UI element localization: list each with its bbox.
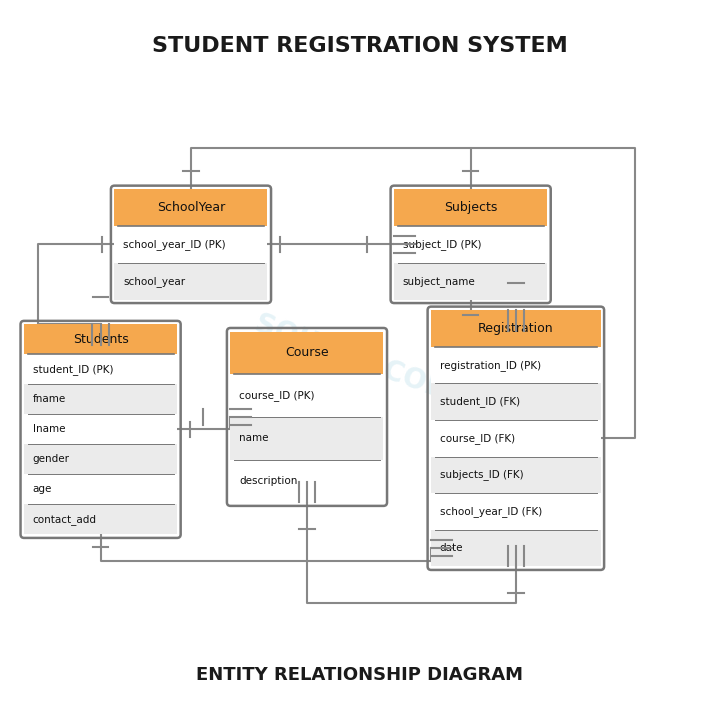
- Text: school_year_ID (PK): school_year_ID (PK): [123, 239, 225, 250]
- Bar: [114, 189, 268, 226]
- Text: Subjects: Subjects: [444, 201, 498, 214]
- Bar: [431, 420, 600, 456]
- Bar: [230, 374, 384, 417]
- Text: lname: lname: [32, 424, 65, 434]
- Text: date: date: [440, 543, 463, 553]
- Text: subject_name: subject_name: [402, 276, 475, 287]
- Bar: [24, 505, 177, 534]
- Text: school_year_ID (FK): school_year_ID (FK): [440, 506, 542, 517]
- Bar: [114, 226, 268, 263]
- Text: SchoolYear: SchoolYear: [157, 201, 225, 214]
- Text: subjects_ID (FK): subjects_ID (FK): [440, 469, 523, 480]
- Bar: [431, 493, 600, 530]
- Text: name: name: [239, 433, 269, 444]
- Bar: [431, 456, 600, 493]
- Bar: [24, 444, 177, 474]
- Text: course_ID (PK): course_ID (PK): [239, 390, 315, 401]
- Text: Course: Course: [285, 346, 329, 359]
- Bar: [394, 189, 547, 226]
- Text: course_ID (FK): course_ID (FK): [440, 433, 515, 444]
- Text: registration_ID (PK): registration_ID (PK): [440, 359, 541, 371]
- Text: age: age: [32, 485, 52, 495]
- Bar: [24, 474, 177, 505]
- Text: subject_ID (PK): subject_ID (PK): [402, 239, 481, 250]
- Text: gender: gender: [32, 454, 70, 464]
- Bar: [24, 354, 177, 384]
- Text: STUDENT REGISTRATION SYSTEM: STUDENT REGISTRATION SYSTEM: [152, 36, 568, 56]
- Bar: [394, 263, 547, 300]
- Text: Students: Students: [73, 333, 128, 346]
- Bar: [230, 417, 384, 459]
- Bar: [431, 310, 600, 347]
- Text: fname: fname: [32, 395, 66, 405]
- Text: SOURCE CODE: SOURCE CODE: [251, 309, 469, 411]
- Bar: [24, 325, 177, 354]
- Text: school_year: school_year: [123, 276, 185, 287]
- Text: Registration: Registration: [478, 322, 554, 335]
- Bar: [24, 384, 177, 415]
- Text: student_ID (FK): student_ID (FK): [440, 396, 520, 407]
- Bar: [230, 459, 384, 503]
- Text: contact_add: contact_add: [32, 514, 96, 525]
- Bar: [394, 226, 547, 263]
- Bar: [431, 530, 600, 567]
- Text: student_ID (PK): student_ID (PK): [32, 364, 113, 375]
- Bar: [114, 263, 268, 300]
- Bar: [24, 415, 177, 444]
- Bar: [230, 331, 384, 374]
- Bar: [431, 383, 600, 420]
- Text: description: description: [239, 476, 297, 486]
- Text: ENTITY RELATIONSHIP DIAGRAM: ENTITY RELATIONSHIP DIAGRAM: [197, 666, 523, 684]
- Bar: [431, 347, 600, 383]
